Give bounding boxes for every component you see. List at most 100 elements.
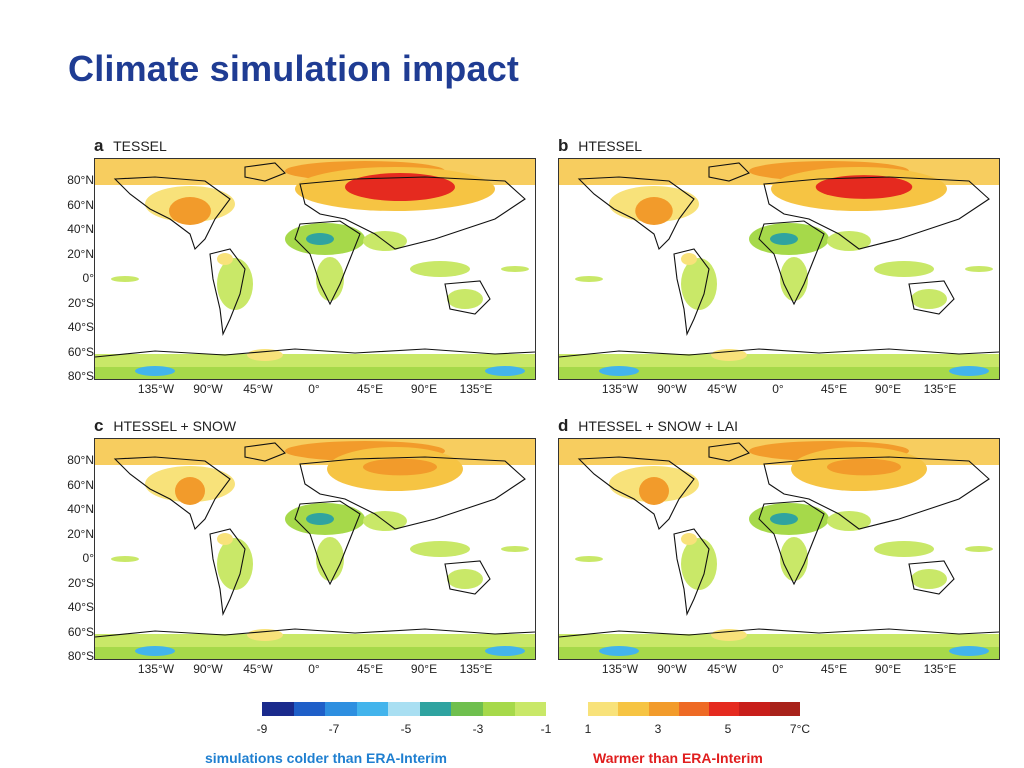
maritime-continent-region [874, 541, 934, 557]
temperature-bias-map [94, 438, 536, 660]
latitude-label: 60°S [67, 344, 94, 359]
map-panel-d: d HTESSEL + SNOW + LAI 135°W 90°W 45°W 0° 45… [558, 416, 1024, 691]
coastline [294, 500, 361, 586]
south-america-warm-spot [681, 253, 697, 265]
south-america-region [681, 538, 717, 590]
colorbar-tick-label: -5 [400, 722, 412, 736]
caption-warmer: Warmer than ERA-Interim [593, 750, 763, 766]
panel-label: c HTESSEL + SNOW [94, 416, 236, 436]
latitude-label: 60°N [67, 477, 94, 492]
coastline [244, 442, 286, 462]
longitude-axis: 135°W 90°W 45°W 0° 45°E 90°E 135°E [94, 380, 534, 400]
map-canvas [559, 439, 999, 659]
antarctic-blue-patch [485, 646, 525, 656]
longitude-label: 90°E [410, 662, 438, 676]
australia-region [911, 289, 947, 309]
coastline [673, 248, 710, 336]
maritime-continent-region [874, 261, 934, 277]
map-panel-b: b HTESSEL 135°W 90°W 45°W 0° 45°E 90°E 135°E [558, 136, 1024, 411]
antarctic-cold-band-inner [95, 647, 535, 659]
latitude-label: 40°N [67, 502, 94, 516]
antarctic-blue-patch [599, 366, 639, 376]
longitude-label: 45°E [356, 662, 384, 676]
longitude-label: 45°W [243, 662, 273, 676]
colorbar-swatch [588, 702, 619, 716]
colorbar-swatch [262, 702, 294, 716]
panel-label: b HTESSEL [558, 136, 642, 156]
colorbar-swatch [482, 702, 515, 716]
longitude-label: 135°E [459, 382, 493, 396]
coastline [763, 176, 990, 250]
pacific-patch [575, 276, 603, 282]
sahara-colder-region [770, 513, 798, 525]
colorbar-swatch [709, 702, 740, 716]
africa-south-region [780, 537, 808, 581]
temperature-bias-map [94, 158, 536, 380]
latitude-axis: 80°N 60°N 40°N 20°N 0° 20°S 40°S 60°S 80°S [48, 158, 94, 383]
coastline [763, 456, 990, 530]
colorbar-swatch [356, 702, 389, 716]
pacific-patch [575, 556, 603, 562]
colorbar-swatch [293, 702, 326, 716]
latitude-label: 80°N [67, 173, 94, 187]
south-america-region [217, 258, 253, 310]
antarctic-cold-band-inner [95, 367, 535, 379]
coastline [908, 280, 955, 315]
panel-title: HTESSEL + SNOW + LAI [578, 418, 739, 434]
coastline [299, 456, 526, 530]
antarctic-blue-patch [949, 646, 989, 656]
longitude-label: 45°W [707, 662, 737, 676]
coastline [708, 442, 750, 462]
coastline [577, 176, 695, 251]
latitude-label: 80°S [67, 649, 94, 663]
latitude-label: 80°S [67, 369, 94, 383]
longitude-label: 45°E [356, 382, 384, 396]
antarctic-cold-band-inner [559, 647, 999, 659]
panel-label: a TESSEL [94, 136, 167, 156]
africa-south-region [316, 537, 344, 581]
panel-title: HTESSEL + SNOW [113, 418, 237, 434]
longitude-label: 45°W [243, 382, 273, 396]
south-america-warm-spot [217, 533, 233, 545]
longitude-label: 0° [772, 662, 784, 676]
pacific-patch [965, 266, 993, 272]
australia-region [911, 569, 947, 589]
longitude-label: 90°E [874, 382, 902, 396]
coastline [95, 628, 535, 638]
south-america-warm-spot [217, 253, 233, 265]
colorbar-tick-label: 7°C [789, 722, 811, 736]
colorbar-swatch [419, 702, 452, 716]
longitude-label: 0° [772, 382, 784, 396]
colorbar-swatch [514, 702, 547, 716]
map-canvas [95, 159, 535, 379]
latitude-label: 80°N [67, 453, 94, 467]
latitude-label: 60°S [67, 624, 94, 639]
coastline [758, 220, 825, 306]
siberia-hot-region [827, 458, 901, 476]
panel-label: d HTESSEL + SNOW + LAI [558, 416, 738, 436]
coastline [95, 348, 535, 358]
coastline [299, 176, 526, 250]
longitude-label: 135°W [601, 382, 639, 396]
siberia-hot-region [815, 175, 913, 199]
longitude-label: 90°E [874, 662, 902, 676]
colorbar-swatch [739, 702, 770, 716]
africa-south-region [780, 257, 808, 301]
colorbar-swatch [678, 702, 710, 716]
colorbar-swatch [769, 702, 800, 716]
longitude-label: 135°E [923, 662, 957, 676]
longitude-label: 135°W [137, 662, 175, 676]
colorbar-swatch [648, 702, 679, 716]
slide-title: Climate simulation impact [68, 48, 520, 89]
longitude-label: 45°W [707, 382, 737, 396]
colorbar-tick-label: 1 [584, 722, 592, 736]
latitude-label: 40°N [67, 222, 94, 236]
antarctic-blue-patch [135, 366, 175, 376]
north-america-hot-region [169, 197, 211, 225]
maritime-continent-region [410, 541, 470, 557]
map-panel-c: c HTESSEL + SNOW 135°W 90°W 45°W 0° 45°E 90°E… [94, 416, 564, 691]
longitude-label: 90°W [193, 662, 223, 676]
longitude-label: 135°E [459, 662, 493, 676]
caption-colder: simulations colder than ERA-Interim [205, 750, 447, 766]
colorbar-swatch [618, 702, 649, 716]
